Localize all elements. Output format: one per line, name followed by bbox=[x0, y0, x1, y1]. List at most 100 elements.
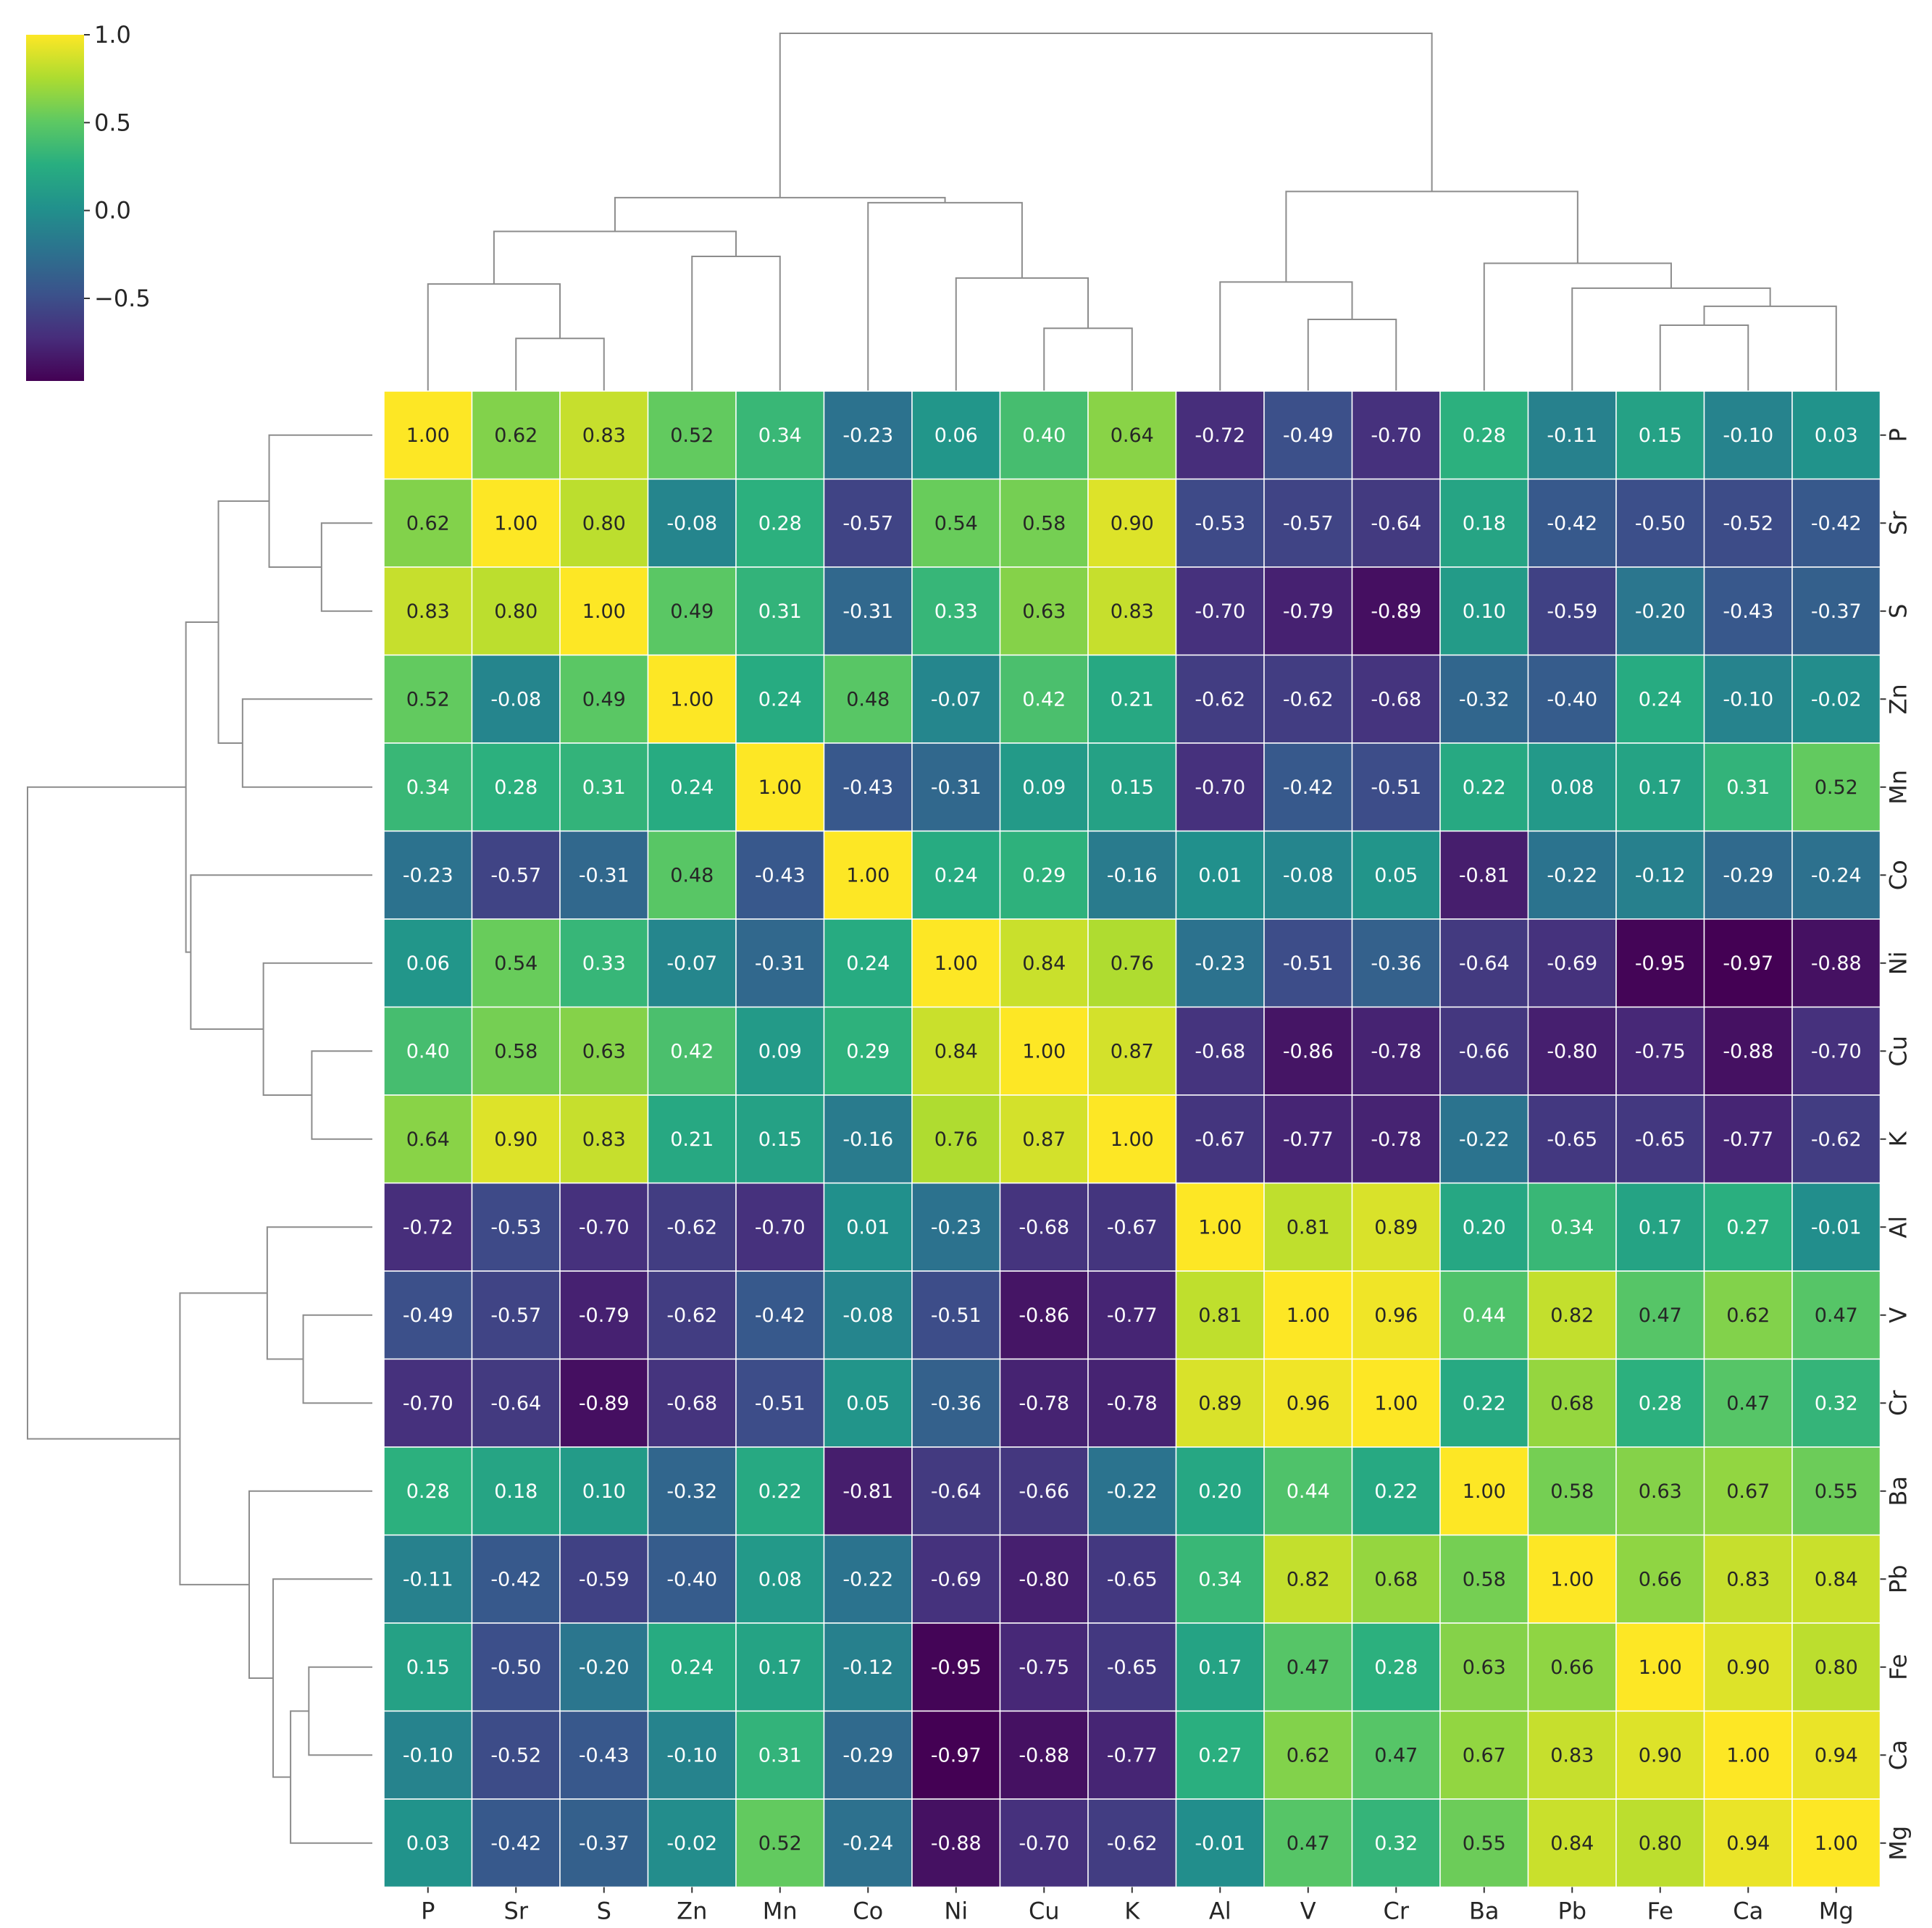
heatmap-cell-zn-fe bbox=[1615, 654, 1705, 744]
cell-value-mg-sr: -0.42 bbox=[490, 1832, 541, 1855]
cell-value-sr-al: -0.53 bbox=[1195, 512, 1245, 535]
heatmap-cell-fe-co bbox=[823, 1622, 913, 1712]
cell-value-k-cu: 0.87 bbox=[1022, 1128, 1066, 1151]
cell-value-s-al: -0.70 bbox=[1195, 600, 1245, 623]
heatmap-cell-fe-sr bbox=[471, 1622, 561, 1712]
cell-value-ba-mn: 0.22 bbox=[758, 1480, 802, 1503]
cell-value-fe-zn: 0.24 bbox=[670, 1656, 714, 1679]
heatmap-cell-cr-s bbox=[559, 1358, 649, 1448]
cell-value-co-co: 1.00 bbox=[846, 864, 890, 887]
heatmap-cell-p-mn bbox=[735, 390, 825, 480]
x-tick-label-sr: Sr bbox=[504, 1898, 529, 1925]
cell-value-sr-k: 0.90 bbox=[1111, 512, 1154, 535]
heatmap-cell-s-co bbox=[823, 566, 913, 656]
cell-value-mg-zn: -0.02 bbox=[666, 1832, 717, 1855]
row-dendrogram-link bbox=[290, 1710, 372, 1844]
heatmap-cell-cu-p bbox=[383, 1006, 473, 1096]
cell-value-v-al: 0.81 bbox=[1198, 1304, 1242, 1327]
cell-value-pb-mn: 0.08 bbox=[758, 1568, 802, 1590]
colorbar-tick-label: 0.0 bbox=[94, 197, 131, 225]
heatmap-cell-s-fe bbox=[1615, 566, 1705, 656]
heatmap-cell-al-p bbox=[383, 1182, 473, 1272]
cell-value-v-k: -0.77 bbox=[1107, 1304, 1158, 1327]
heatmap-cell-pb-fe bbox=[1615, 1534, 1705, 1624]
y-tick-label-cu: Cu bbox=[1885, 1036, 1912, 1067]
cell-value-mn-s: 0.31 bbox=[582, 776, 626, 799]
cell-value-mn-fe: 0.17 bbox=[1639, 776, 1682, 799]
cell-value-k-pb: -0.65 bbox=[1547, 1128, 1597, 1151]
heatmap-cell-ba-co bbox=[823, 1446, 913, 1536]
column-dendrogram-link bbox=[1219, 281, 1353, 391]
heatmap-cell-pb-cr bbox=[1351, 1534, 1441, 1624]
row-dendrogram-link bbox=[248, 1490, 372, 1679]
cell-value-al-s: -0.70 bbox=[579, 1216, 630, 1238]
x-tick-label-cu: Cu bbox=[1029, 1898, 1060, 1925]
cell-value-co-cu: 0.29 bbox=[1022, 864, 1066, 887]
heatmap-cell-p-cu bbox=[999, 390, 1089, 480]
x-tick-label-s: S bbox=[597, 1898, 611, 1925]
heatmap-cell-zn-ba bbox=[1439, 654, 1529, 744]
heatmap-cell-v-zn bbox=[647, 1270, 737, 1360]
cell-value-sr-co: -0.57 bbox=[842, 512, 893, 535]
cell-value-co-p: -0.23 bbox=[403, 864, 453, 887]
cell-value-zn-cu: 0.42 bbox=[1022, 688, 1066, 711]
cell-value-cu-mg: -0.70 bbox=[1811, 1040, 1862, 1063]
heatmap-cell-cu-ba bbox=[1439, 1006, 1529, 1096]
cell-value-sr-ca: -0.52 bbox=[1723, 512, 1773, 535]
column-dendrogram bbox=[427, 33, 1837, 391]
heatmap-cell-co-mg bbox=[1791, 830, 1881, 920]
cell-value-pb-sr: -0.42 bbox=[490, 1568, 541, 1590]
cell-value-v-zn: -0.62 bbox=[666, 1304, 717, 1327]
heatmap-cell-sr-co bbox=[823, 478, 913, 568]
cell-value-mn-k: 0.15 bbox=[1111, 776, 1154, 799]
heatmap-cell-pb-k bbox=[1087, 1534, 1177, 1624]
heatmap-cell-mg-fe bbox=[1615, 1798, 1705, 1888]
cell-value-mg-ni: -0.88 bbox=[931, 1832, 982, 1855]
cell-value-s-k: 0.83 bbox=[1111, 600, 1154, 623]
heatmap-cell-ba-k bbox=[1087, 1446, 1177, 1536]
cell-value-co-zn: 0.48 bbox=[670, 864, 714, 887]
cell-value-ni-al: -0.23 bbox=[1195, 952, 1245, 975]
cell-value-ca-k: -0.77 bbox=[1107, 1744, 1158, 1766]
cell-value-ca-mg: 0.94 bbox=[1815, 1744, 1858, 1766]
column-dendrogram-link bbox=[955, 277, 1089, 391]
heatmap-cell-cu-cu bbox=[999, 1006, 1089, 1096]
heatmap-cell-s-s bbox=[559, 566, 649, 656]
cell-value-cr-pb: 0.68 bbox=[1550, 1392, 1594, 1414]
cell-value-mg-s: -0.37 bbox=[579, 1832, 630, 1855]
heatmap-cell-cr-ni bbox=[911, 1358, 1001, 1448]
heatmap-cell-ni-k bbox=[1087, 918, 1177, 1008]
column-dendrogram-link bbox=[691, 256, 781, 391]
heatmap-cell-ca-s bbox=[559, 1710, 649, 1800]
cell-value-ba-ca: 0.67 bbox=[1726, 1480, 1770, 1503]
cell-value-k-p: 0.64 bbox=[406, 1128, 450, 1151]
cell-value-mn-pb: 0.08 bbox=[1550, 776, 1594, 799]
heatmap-cell-mn-sr bbox=[471, 742, 561, 832]
heatmap-cell-p-ni bbox=[911, 390, 1001, 480]
heatmap-cell-mg-zn bbox=[647, 1798, 737, 1888]
heatmap-cell-al-al bbox=[1175, 1182, 1265, 1272]
cell-value-p-v: -0.49 bbox=[1283, 424, 1334, 447]
cell-value-s-zn: 0.49 bbox=[670, 600, 714, 623]
heatmap-cell-ni-cu bbox=[999, 918, 1089, 1008]
cell-value-co-k: -0.16 bbox=[1107, 864, 1158, 887]
cell-value-ca-s: -0.43 bbox=[579, 1744, 630, 1766]
cell-value-ba-v: 0.44 bbox=[1287, 1480, 1330, 1503]
cell-value-mg-v: 0.47 bbox=[1287, 1832, 1330, 1855]
row-dendrogram-link bbox=[268, 434, 372, 568]
cell-value-al-ni: -0.23 bbox=[931, 1216, 982, 1238]
cell-value-ba-sr: 0.18 bbox=[494, 1480, 538, 1503]
heatmap-cell-al-cu bbox=[999, 1182, 1089, 1272]
cell-value-mn-p: 0.34 bbox=[406, 776, 450, 799]
heatmap-cell-s-zn bbox=[647, 566, 737, 656]
cell-value-mn-al: -0.70 bbox=[1195, 776, 1245, 799]
cell-value-co-pb: -0.22 bbox=[1547, 864, 1597, 887]
heatmap-cell-cu-ni bbox=[911, 1006, 1001, 1096]
heatmap-cell-v-k bbox=[1087, 1270, 1177, 1360]
cell-value-fe-ba: 0.63 bbox=[1463, 1656, 1506, 1679]
cell-value-v-fe: 0.47 bbox=[1639, 1304, 1682, 1327]
cell-value-zn-mg: -0.02 bbox=[1811, 688, 1862, 711]
cell-value-cr-zn: -0.68 bbox=[666, 1392, 717, 1414]
cell-value-zn-co: 0.48 bbox=[846, 688, 890, 711]
heatmap-cell-cu-sr bbox=[471, 1006, 561, 1096]
